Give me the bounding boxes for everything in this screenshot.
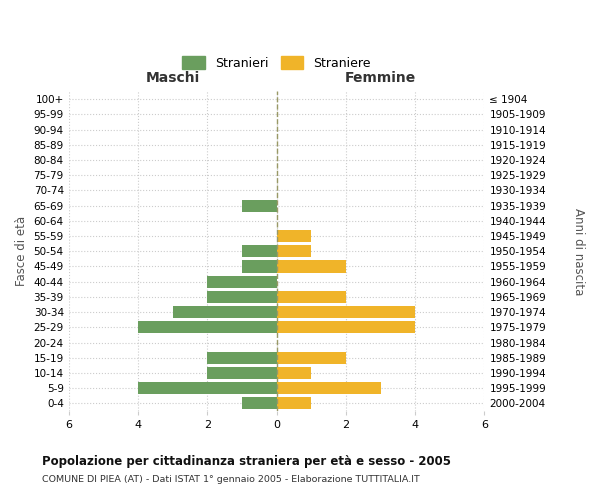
Bar (138, 321, 277, 334)
Text: COMUNE DI PIEA (AT) - Dati ISTAT 1° gennaio 2005 - Elaborazione TUTTITALIA.IT: COMUNE DI PIEA (AT) - Dati ISTAT 1° genn… (42, 475, 420, 484)
Bar (277, 306, 415, 318)
Bar (277, 398, 311, 409)
Bar (277, 352, 346, 364)
Bar (207, 367, 277, 379)
Y-axis label: Anni di nascita: Anni di nascita (572, 208, 585, 295)
Bar (277, 230, 311, 242)
Bar (277, 260, 346, 272)
Bar (242, 398, 277, 409)
Legend: Stranieri, Straniere: Stranieri, Straniere (176, 50, 377, 76)
Bar (277, 382, 380, 394)
Bar (277, 321, 415, 334)
Text: Femmine: Femmine (345, 72, 416, 86)
Bar (207, 276, 277, 287)
Bar (277, 367, 311, 379)
Bar (207, 291, 277, 303)
Bar (173, 306, 277, 318)
Bar (242, 245, 277, 258)
Bar (138, 382, 277, 394)
Bar (242, 200, 277, 211)
Bar (277, 291, 346, 303)
Bar (277, 245, 311, 258)
Bar (242, 260, 277, 272)
Text: Maschi: Maschi (146, 72, 200, 86)
Y-axis label: Fasce di età: Fasce di età (15, 216, 28, 286)
Bar (207, 352, 277, 364)
Text: Popolazione per cittadinanza straniera per età e sesso - 2005: Popolazione per cittadinanza straniera p… (42, 455, 451, 468)
